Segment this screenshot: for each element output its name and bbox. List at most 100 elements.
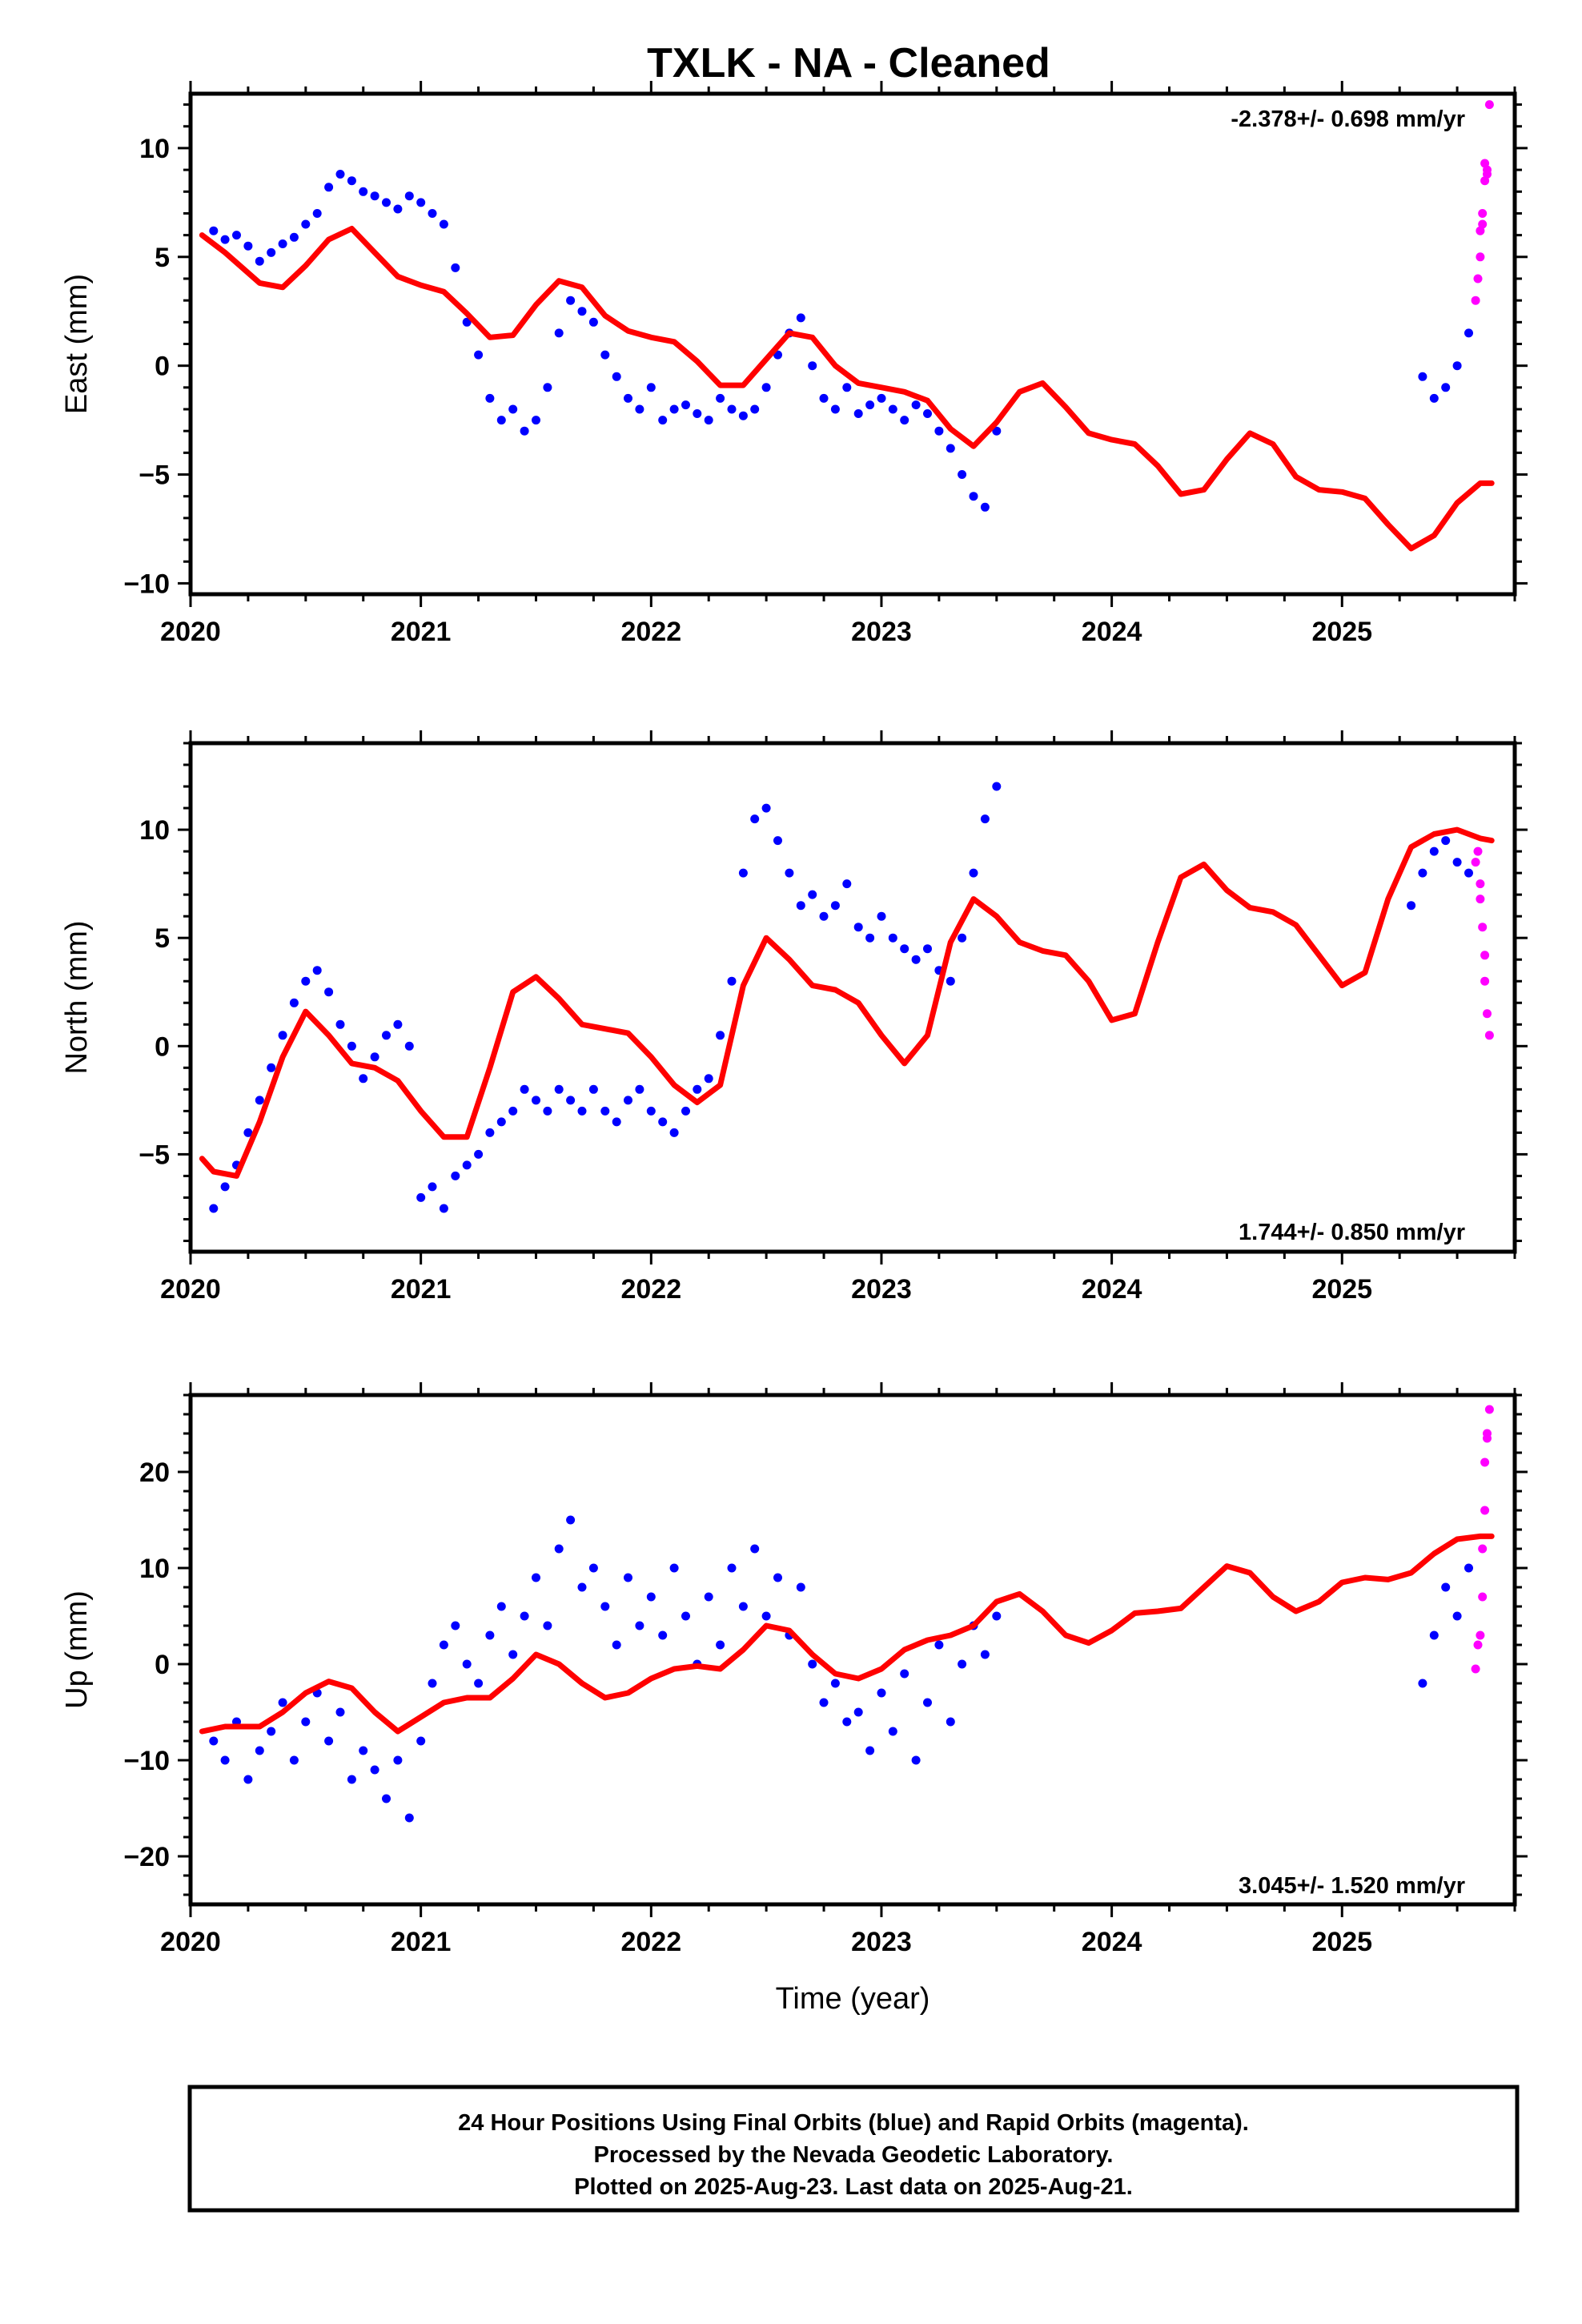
panel-1: 2020 2021 2022 2023 2024 2025 −10 −5 0 5 10 East (m… [60,81,1528,647]
data-point [243,241,253,251]
data-point [428,1182,437,1192]
data-point [439,1640,448,1650]
data-point [658,416,668,425]
plot-area [199,100,1495,552]
y-tick-label: 20 [139,1458,170,1488]
x-tick-label: 2022 [620,1927,681,1957]
data-point [1473,1640,1483,1650]
x-tick-label: 2020 [160,617,221,647]
data-point [946,976,955,986]
data-point [588,1563,598,1573]
data-point [1452,858,1462,867]
data-point [370,1765,379,1775]
x-tick-label: 2025 [1311,617,1372,647]
data-point [1441,383,1451,392]
data-point [588,1084,598,1094]
data-point [1407,901,1416,911]
data-point [577,1582,587,1592]
data-point [738,411,748,420]
data-point [1480,1506,1490,1515]
chart-title: TXLK - NA - Cleaned [647,40,1050,86]
data-point [496,416,506,425]
footer-line-1: 24 Hour Positions Using Final Orbits (bl… [458,2110,1249,2136]
data-point [301,976,311,986]
data-point [1441,836,1451,846]
data-point [496,1117,506,1127]
data-point [1418,372,1427,381]
data-point [808,361,817,371]
data-point [1464,868,1473,878]
data-point [727,404,737,414]
data-point [1476,1630,1485,1640]
data-point [1429,846,1439,856]
panel-2: 2020 2021 2022 2023 2024 2025 −5 0 5 10 North (mm)… [60,730,1528,1305]
data-point [278,1698,287,1707]
data-point [1484,100,1494,110]
data-point [243,1128,253,1137]
y-tick-label: −5 [139,460,170,491]
data-point [830,1679,840,1688]
data-point [577,307,587,316]
data-point [485,1128,495,1137]
plot-frame [188,1393,1517,1907]
data-point [243,1775,253,1784]
data-point [532,1096,540,1105]
data-point [888,1727,897,1736]
data-point [1484,1405,1494,1414]
data-point [888,933,897,943]
data-point [543,383,552,392]
x-tick-label: 2023 [851,1927,912,1957]
y-axis-label: East (mm) [60,274,94,414]
data-point [232,231,241,240]
data-point [600,1602,610,1611]
data-point [704,1074,713,1084]
data-point [958,1659,967,1669]
x-tick-label: 2020 [160,1274,221,1305]
data-point [220,235,230,244]
data-point [301,219,311,229]
plot-area [199,782,1495,1213]
data-point [877,1688,886,1698]
data-point [1471,1664,1480,1674]
data-point [554,1544,564,1554]
data-point [451,1621,460,1630]
x-tick-label: 2024 [1082,1274,1142,1305]
data-point [209,226,219,235]
data-point [485,393,495,403]
data-point [209,1204,219,1213]
data-point [335,1019,345,1029]
data-point [865,1746,875,1755]
series-final-orbits [209,1515,1473,1823]
data-point [992,1611,1002,1621]
data-point [1480,951,1490,960]
data-point [704,416,713,425]
data-point [462,317,472,327]
data-point [635,1084,644,1094]
data-point [462,1659,472,1669]
data-point [877,393,886,403]
y-tick-label: 0 [155,352,170,382]
data-point [577,1106,587,1116]
data-point [324,1736,334,1746]
data-point [1478,219,1488,229]
data-point [830,901,840,911]
y-tick-label: −10 [123,569,170,599]
data-point [785,868,794,878]
data-point [958,470,967,479]
data-point [877,911,886,921]
data-point [474,350,484,360]
data-point [335,170,345,179]
data-point [969,492,978,501]
data-point [255,1096,264,1105]
y-axis: −10 −5 0 5 10 [123,103,1528,599]
data-point [370,1052,379,1062]
data-point [1473,274,1483,283]
data-point [335,1707,345,1717]
plot-frame [188,91,1517,597]
rate-label: -2.378+/- 0.698 mm/yr [1231,107,1465,132]
panels: 2020 2021 2022 2023 2024 2025 −10 −5 0 5 10 East (m… [60,81,1528,2016]
y-tick-label: −10 [123,1746,170,1776]
data-point [267,247,276,257]
data-point [612,1640,621,1650]
data-point [761,1611,771,1621]
